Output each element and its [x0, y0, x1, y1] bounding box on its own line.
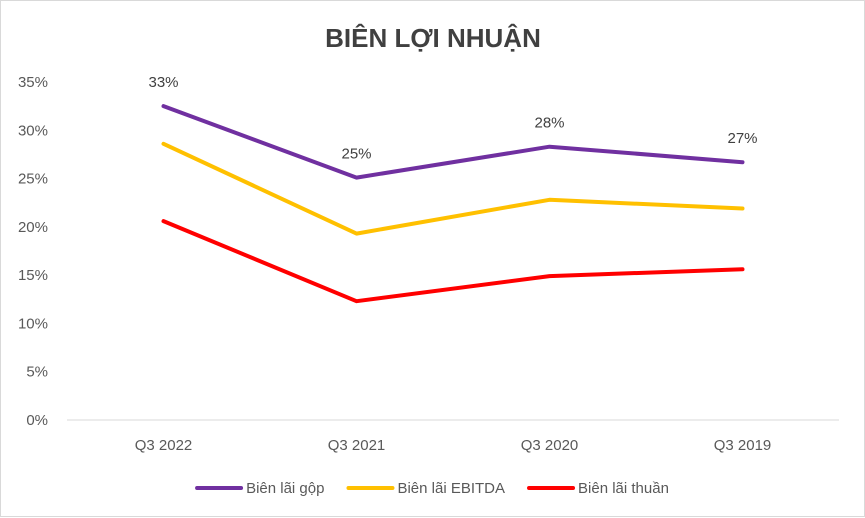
series-line [161, 104, 745, 180]
x-axis: Q3 2022 Q3 2021 Q3 2020 Q3 2019 [135, 437, 772, 454]
legend: Biên lãi gộp Biên lãi EBITDA Biên lãi thuầ… [195, 480, 669, 497]
data-label: 25% [341, 146, 371, 163]
series-group [161, 104, 745, 304]
y-tick-label: 20% [18, 219, 48, 236]
x-tick-label: Q3 2020 [521, 437, 579, 454]
y-tick-label: 5% [26, 364, 48, 381]
data-label: 27% [727, 130, 757, 147]
y-axis: 0% 5% 10% 15% 20% 25% 30% 35% [18, 74, 48, 429]
chart-title: BIÊN LỢI NHUẬN [325, 23, 541, 53]
y-tick-label: 15% [18, 267, 48, 284]
data-label: 33% [148, 74, 178, 91]
y-tick-label: 10% [18, 315, 48, 332]
legend-label: Biên lãi thuần [578, 480, 669, 497]
y-tick-label: 35% [18, 74, 48, 91]
x-tick-label: Q3 2022 [135, 437, 193, 454]
y-tick-label: 30% [18, 122, 48, 139]
data-labels: 33% 25% 28% 27% [148, 74, 757, 162]
y-tick-label: 25% [18, 171, 48, 188]
y-tick-label: 0% [26, 412, 48, 429]
data-label: 28% [534, 115, 564, 132]
series-line [161, 141, 745, 236]
series-line [161, 219, 745, 304]
legend-label: Biên lãi gộp [246, 480, 324, 497]
x-tick-label: Q3 2019 [714, 437, 772, 454]
x-tick-label: Q3 2021 [328, 437, 386, 454]
legend-label: Biên lãi EBITDA [397, 480, 505, 497]
